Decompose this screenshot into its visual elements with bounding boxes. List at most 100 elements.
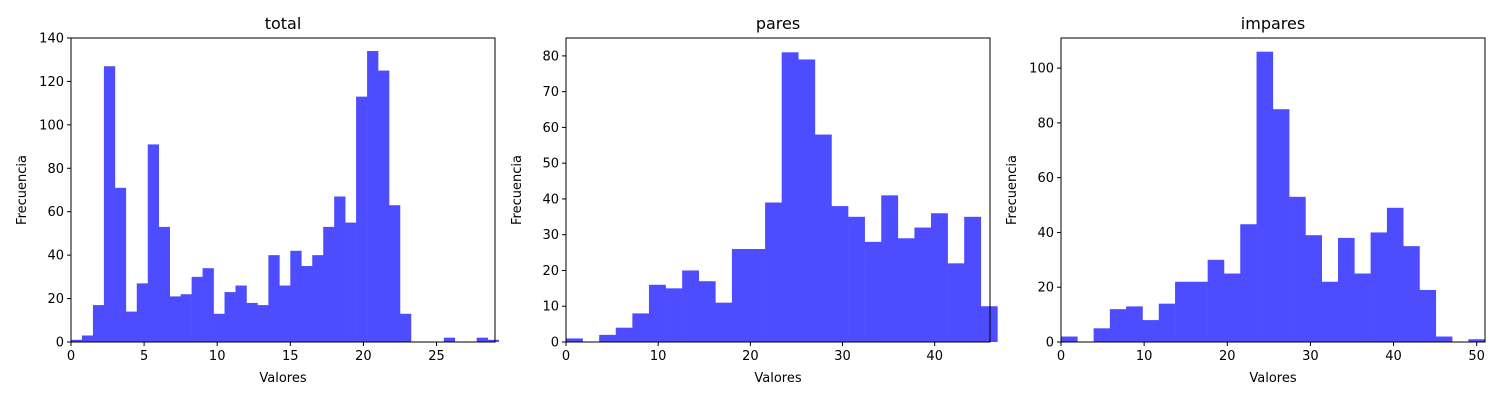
histogram-bar bbox=[147, 144, 160, 342]
x-tick-label: 25 bbox=[428, 349, 445, 364]
histogram-bar bbox=[312, 255, 324, 342]
y-tick-label: 70 bbox=[542, 85, 559, 100]
histogram-bar bbox=[599, 334, 617, 342]
histogram-bar bbox=[566, 338, 583, 342]
histogram-bar bbox=[345, 222, 357, 342]
x-axis-label: Valores bbox=[754, 371, 801, 386]
y-tick-label: 140 bbox=[39, 32, 64, 47]
y-tick-label: 80 bbox=[47, 162, 64, 177]
histogram-bar bbox=[1435, 336, 1453, 342]
histogram-bars bbox=[71, 51, 499, 342]
x-tick-label: 10 bbox=[209, 349, 226, 364]
y-tick-label: 80 bbox=[542, 49, 559, 64]
x-axis-label: Valores bbox=[259, 371, 306, 386]
y-tick-label: 20 bbox=[1037, 281, 1054, 296]
histogram-bar bbox=[715, 302, 733, 342]
histogram-bar bbox=[367, 51, 379, 342]
histogram-bar bbox=[71, 339, 83, 342]
histogram-bar bbox=[202, 268, 214, 342]
histogram-bar bbox=[897, 238, 915, 342]
histogram-bar bbox=[224, 292, 236, 342]
histogram-bar bbox=[125, 311, 138, 342]
chart-panel-total: 0 5 10 15 20 25 0 20 40 60 80 100 120 140 total Valores… bbox=[15, 14, 499, 386]
y-tick-label: 0 bbox=[551, 336, 559, 351]
y-tick-label: 10 bbox=[542, 300, 559, 315]
histogram-bar bbox=[290, 250, 302, 342]
y-tick-label: 80 bbox=[1037, 116, 1054, 131]
histogram-bar bbox=[1093, 328, 1111, 342]
histogram-bar bbox=[831, 206, 849, 342]
histogram-bar bbox=[615, 327, 633, 342]
x-tick-label: 10 bbox=[1136, 349, 1153, 364]
x-tick-label: 0 bbox=[1057, 349, 1065, 364]
x-tick-label: 10 bbox=[650, 349, 667, 364]
histogram-bar bbox=[781, 52, 799, 343]
histogram-bars bbox=[566, 52, 998, 343]
histogram-bar bbox=[1338, 237, 1355, 342]
x-tick-label: 5 bbox=[140, 349, 148, 364]
histogram-bar bbox=[648, 284, 666, 342]
y-tick-label: 30 bbox=[542, 228, 559, 243]
histogram-bar bbox=[334, 196, 346, 342]
histogram-bar bbox=[864, 241, 882, 342]
histogram-bar bbox=[158, 226, 170, 342]
histogram-bar bbox=[399, 313, 412, 342]
histogram-bar bbox=[1240, 224, 1257, 342]
histogram-bar bbox=[1207, 259, 1225, 342]
histogram-bar bbox=[235, 285, 247, 342]
histogram-bar bbox=[103, 66, 116, 342]
histogram-bar bbox=[980, 306, 998, 342]
y-axis-label: Frecuencia bbox=[15, 155, 30, 225]
histogram-bar bbox=[268, 255, 280, 342]
y-axis-label: Frecuencia bbox=[510, 155, 525, 225]
histogram-bar bbox=[1305, 235, 1323, 342]
histogram-bar bbox=[1191, 281, 1208, 342]
x-tick-label: 0 bbox=[67, 349, 75, 364]
histogram-bar bbox=[136, 283, 149, 342]
histogram-bar bbox=[476, 337, 488, 342]
x-tick-label: 30 bbox=[1302, 349, 1319, 364]
chart-panel-impares: 0 10 20 30 40 50 0 20 40 60 80 100 impares Valores Fre… bbox=[1005, 14, 1486, 386]
histogram-bar bbox=[698, 281, 716, 342]
histogram-bars bbox=[1061, 51, 1485, 343]
histogram-bar bbox=[1419, 289, 1437, 342]
histogram-bar bbox=[1289, 196, 1306, 342]
histogram-bar bbox=[1256, 51, 1274, 342]
histogram-bar bbox=[378, 70, 390, 342]
histogram-bar bbox=[1061, 336, 1078, 342]
chart-panel-pares: 0 10 20 30 40 0 10 20 30 40 50 60 70 80 pares Valores Fr… bbox=[510, 14, 998, 386]
histogram-bar bbox=[1370, 232, 1388, 342]
x-tick-label: 20 bbox=[742, 349, 759, 364]
y-axis-label: Frecuencia bbox=[1005, 155, 1020, 225]
y-tick-label: 0 bbox=[56, 336, 64, 351]
x-tick-label: 20 bbox=[1219, 349, 1236, 364]
x-tick-label: 15 bbox=[282, 349, 299, 364]
histogram-bar bbox=[748, 249, 766, 342]
histogram-bar bbox=[947, 263, 965, 342]
histogram-bar bbox=[1126, 306, 1143, 342]
histogram-bar bbox=[765, 202, 782, 342]
histogram-bar bbox=[180, 294, 192, 342]
axes-frame bbox=[565, 37, 991, 343]
histogram-bar bbox=[682, 270, 700, 342]
y-tick-label: 50 bbox=[542, 157, 559, 172]
chart-title: pares bbox=[756, 14, 800, 33]
x-axis-label: Valores bbox=[1249, 371, 1296, 386]
histogram-bar bbox=[881, 195, 899, 342]
histogram-bar bbox=[1142, 320, 1160, 342]
x-tick-label: 30 bbox=[834, 349, 851, 364]
histogram-bar bbox=[1272, 109, 1290, 343]
histogram-bar bbox=[443, 337, 456, 342]
histogram-bar bbox=[964, 216, 982, 342]
x-tick-label: 40 bbox=[1385, 349, 1402, 364]
histogram-bar bbox=[1175, 281, 1192, 342]
histogram-bar bbox=[665, 288, 683, 342]
histogram-bar bbox=[169, 296, 181, 342]
y-tick-label: 0 bbox=[1046, 336, 1054, 351]
chart-title: impares bbox=[1241, 14, 1305, 33]
histogram-bar bbox=[931, 213, 948, 342]
histogram-bar bbox=[114, 187, 127, 342]
histogram-bar bbox=[1403, 246, 1420, 342]
histogram-bar bbox=[1354, 273, 1371, 342]
